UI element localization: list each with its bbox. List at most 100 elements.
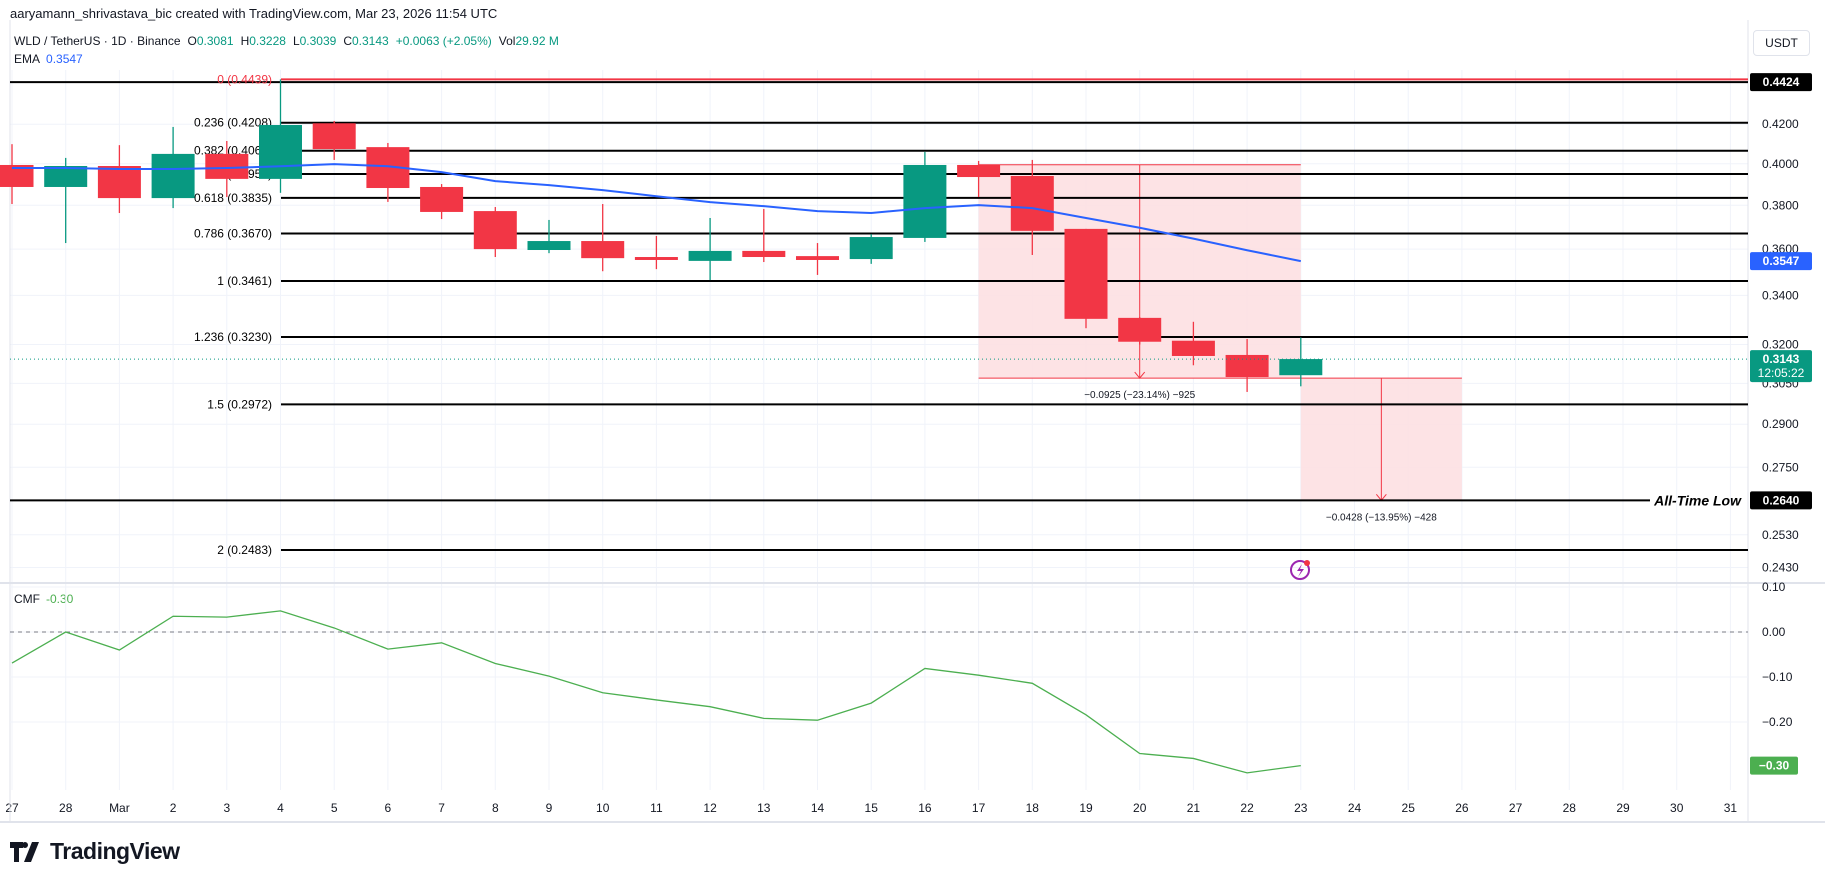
cmf-tick-label: −0.10	[1762, 670, 1793, 684]
x-tick-label: 4	[277, 801, 284, 815]
candle-body	[0, 164, 34, 187]
x-tick-label: 22	[1240, 801, 1254, 815]
candle-body	[312, 123, 356, 150]
candle-body	[1171, 340, 1215, 356]
change-value: +0.0063 (+2.05%)	[395, 34, 492, 48]
x-tick-label: 20	[1133, 801, 1147, 815]
x-tick-label: 16	[918, 801, 932, 815]
fib-level-label: 1 (0.3461)	[217, 274, 272, 288]
price-badge	[1750, 491, 1812, 510]
price-badge	[1750, 252, 1812, 271]
chart-credit: aaryamann_shrivastava_bic created with T…	[10, 6, 498, 21]
x-tick-label: 31	[1724, 801, 1738, 815]
candle-body	[796, 256, 839, 260]
all-time-low-label: All-Time Low	[1653, 492, 1742, 508]
x-tick-label: 24	[1348, 801, 1362, 815]
fib-level-label: 0.786 (0.3670)	[194, 227, 272, 241]
cmf-tick-label: 0.10	[1762, 580, 1786, 594]
price-badge-value: 0.3143	[1763, 352, 1800, 366]
ema-label: EMA	[14, 52, 41, 66]
x-tick-label: 6	[385, 801, 392, 815]
candle-body	[957, 164, 1001, 178]
cmf-legend[interactable]: CMF -0.30	[14, 592, 73, 606]
price-tick-label: 0.3800	[1762, 198, 1799, 212]
symbol-title[interactable]: WLD / TetherUS · 1D · Binance	[14, 34, 181, 48]
price-badge-value: 0.4424	[1763, 75, 1800, 89]
x-tick-label: 10	[596, 801, 610, 815]
x-tick-label: 29	[1616, 801, 1630, 815]
cmf-badge	[1750, 756, 1798, 775]
ema-line	[12, 163, 1301, 263]
tradingview-logo[interactable]: TradingView	[10, 838, 180, 865]
x-tick-label: 18	[1026, 801, 1040, 815]
candle-body	[634, 257, 678, 260]
measure-label: −0.0428 (−13.95%) −428	[1326, 512, 1437, 523]
currency-button[interactable]: USDT	[1753, 30, 1810, 56]
high-label: H	[240, 34, 250, 48]
lightning-bolt-icon	[1297, 564, 1304, 577]
x-tick-label: 25	[1402, 801, 1416, 815]
x-tick-label: 15	[865, 801, 879, 815]
x-tick-label: 17	[972, 801, 986, 815]
candle-body	[1010, 176, 1054, 231]
candle-body	[97, 165, 141, 199]
candle-body	[1225, 354, 1269, 378]
x-tick-label: 13	[757, 801, 771, 815]
candle-body	[151, 153, 195, 199]
fib-level-label: 0.236 (0.4208)	[194, 116, 272, 130]
fib-level-label: 1.5 (0.2972)	[207, 397, 272, 411]
price-tick-label: 0.2530	[1762, 528, 1799, 542]
low-label: L	[292, 34, 300, 48]
volume-label: Vol	[498, 34, 516, 48]
candle-body	[742, 250, 786, 258]
fib-level-label: 2 (0.2483)	[217, 543, 272, 557]
candle-body	[44, 165, 88, 187]
lightning-icon	[1290, 560, 1310, 580]
ema-legend[interactable]: EMA 0.3547	[14, 52, 83, 66]
low-value: 0.3039	[299, 34, 337, 48]
x-tick-label: 2	[170, 801, 177, 815]
ema-value: 0.3547	[46, 52, 83, 66]
candle-body	[527, 241, 571, 251]
candle-body	[259, 125, 302, 179]
close-value: 0.3143	[352, 34, 389, 48]
open-label: O	[187, 34, 197, 48]
countdown-timer: 12:05:22	[1758, 366, 1805, 380]
candle-body	[688, 250, 732, 261]
cmf-value: -0.30	[46, 592, 74, 606]
tradingview-logo-icon	[10, 841, 39, 862]
price-tick-label: 0.2900	[1762, 417, 1799, 431]
x-tick-label: 26	[1455, 801, 1469, 815]
candle-body	[903, 164, 947, 238]
price-badge	[1750, 73, 1812, 92]
candle-body	[1064, 228, 1108, 319]
x-tick-label: 28	[1563, 801, 1577, 815]
x-tick-label: 3	[223, 801, 230, 815]
notification-dot-icon	[1304, 560, 1310, 566]
x-tick-label: 12	[703, 801, 717, 815]
price-tick-label: 0.4000	[1762, 157, 1799, 171]
candle-body	[849, 237, 893, 260]
x-tick-label: 19	[1079, 801, 1093, 815]
cmf-badge-value: −0.30	[1759, 759, 1790, 773]
candle-body	[205, 153, 249, 179]
x-tick-label: 5	[331, 801, 338, 815]
price-tick-label: 0.2430	[1762, 560, 1799, 574]
logo-text: TradingView	[50, 838, 180, 864]
candle-body	[473, 211, 517, 250]
x-tick-label: 23	[1294, 801, 1308, 815]
x-tick-label: 8	[492, 801, 499, 815]
fib-level-label: 0.618 (0.3835)	[194, 191, 272, 205]
x-tick-label: 11	[650, 801, 663, 815]
cmf-label: CMF	[14, 592, 40, 606]
cmf-tick-label: −0.20	[1762, 715, 1793, 729]
high-value: 0.3228	[249, 34, 286, 48]
open-value: 0.3081	[196, 34, 234, 48]
candle-body	[581, 241, 625, 259]
candle-body	[1118, 317, 1162, 342]
x-tick-label: 27	[5, 801, 19, 815]
price-badge-value: 0.2640	[1763, 493, 1800, 507]
close-label: C	[343, 34, 352, 48]
price-tick-label: 0.2750	[1762, 460, 1799, 474]
